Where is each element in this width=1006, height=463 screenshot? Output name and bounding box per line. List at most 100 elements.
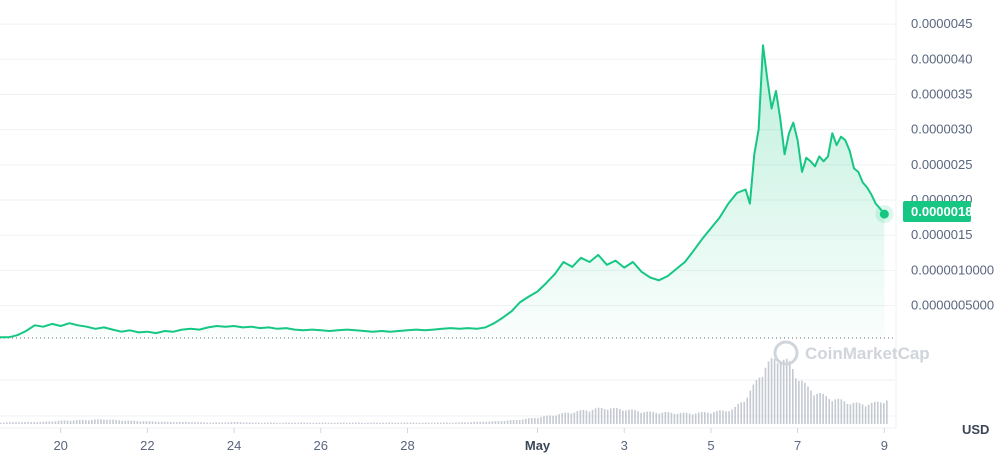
- volume-bar: [415, 422, 418, 424]
- volume-bar: [267, 422, 269, 424]
- volume-bar: [233, 421, 236, 424]
- volume-bar: [84, 420, 87, 424]
- volume-bar: [879, 402, 882, 424]
- volume-bar: [488, 421, 491, 424]
- coinmarketcap-watermark: CoinMarketCap: [773, 340, 930, 366]
- x-tick-label: 20: [53, 438, 67, 453]
- x-tick-label: 5: [707, 438, 714, 453]
- volume-bar: [21, 422, 23, 424]
- volume-bar: [227, 422, 230, 424]
- volume-bar: [834, 399, 837, 424]
- volume-bar: [776, 363, 779, 424]
- volume-bar: [145, 421, 148, 424]
- volume-bar: [133, 420, 136, 424]
- volume-bar: [667, 412, 670, 424]
- volume-bar: [327, 422, 330, 424]
- volume-bar: [12, 422, 14, 424]
- grid-lines: [0, 0, 897, 429]
- volume-bar: [561, 413, 563, 424]
- volume-bar: [634, 410, 636, 424]
- volume-bar: [597, 407, 600, 424]
- volume-bar: [852, 402, 855, 424]
- volume-bar: [646, 411, 648, 424]
- volume-bar: [825, 395, 827, 424]
- volume-bar: [861, 404, 864, 424]
- volume-bar: [849, 404, 852, 424]
- volume-bar: [603, 409, 606, 424]
- volume-bar: [570, 413, 573, 424]
- volume-bar: [306, 422, 309, 424]
- volume-bar: [588, 411, 591, 424]
- volume-bar: [676, 413, 679, 424]
- volume-bar: [737, 404, 739, 424]
- volume-bar: [846, 403, 849, 424]
- volume-bar: [585, 410, 588, 424]
- volume-bar: [33, 422, 35, 424]
- volume-bar: [649, 411, 651, 424]
- volume-bar: [236, 422, 239, 424]
- volume-bar: [6, 422, 8, 424]
- volume-bar: [78, 419, 81, 424]
- volume-bar: [97, 419, 99, 424]
- volume-bar: [367, 422, 369, 424]
- y-tick-label: 0.0000045: [911, 16, 972, 31]
- volume-bar: [200, 422, 202, 424]
- volume-bar: [527, 418, 530, 424]
- volume-bar: [45, 421, 48, 424]
- volume-bar: [36, 422, 39, 424]
- volume-bar: [655, 412, 658, 424]
- volume-bar: [169, 422, 172, 424]
- volume-bar: [215, 422, 218, 424]
- volume-bar: [373, 422, 375, 424]
- x-tick-label: 7: [794, 438, 801, 453]
- volume-bar: [761, 376, 764, 424]
- volume-bar: [339, 422, 342, 424]
- volume-bar: [361, 422, 363, 424]
- volume-bar: [263, 422, 266, 424]
- volume-bar: [364, 422, 366, 424]
- volume-bar: [54, 421, 57, 424]
- volume-bar: [160, 421, 163, 424]
- volume-bar: [822, 393, 824, 424]
- volume-bar: [612, 407, 615, 424]
- volume-bar: [130, 420, 133, 424]
- volume-bar: [479, 421, 482, 424]
- x-tick-label: 26: [314, 438, 328, 453]
- volume-bar: [103, 419, 105, 424]
- volume-bar: [546, 415, 548, 424]
- volume-bar: [785, 358, 788, 424]
- volume-bar: [282, 422, 284, 424]
- volume-bar: [136, 421, 139, 424]
- volume-bar: [524, 418, 527, 424]
- volume-bar: [883, 403, 885, 424]
- volume-bar: [512, 420, 515, 424]
- coinmarketcap-logo-icon: [773, 340, 799, 366]
- volume-bar: [682, 412, 685, 424]
- volume-bar: [518, 420, 521, 424]
- x-tick-label: 22: [140, 438, 154, 453]
- volume-bar: [409, 422, 412, 424]
- volume-bar: [795, 378, 797, 424]
- volume-bar: [172, 422, 175, 424]
- volume-bar: [449, 422, 451, 424]
- volume-bar: [115, 419, 117, 424]
- volume-bar: [697, 412, 700, 424]
- current-price-badge: 0.0000018: [903, 201, 972, 222]
- volume-bar: [242, 422, 245, 424]
- volume-bar: [476, 421, 479, 424]
- volume-bar: [652, 411, 655, 424]
- volume-bar: [382, 422, 384, 424]
- volume-bar: [394, 422, 397, 424]
- volume-bar: [594, 408, 597, 424]
- volume-bar: [30, 421, 32, 424]
- volume-bar: [288, 422, 290, 424]
- volume-bar: [470, 422, 472, 424]
- volume-bar: [303, 422, 306, 424]
- volume-bar: [342, 422, 345, 424]
- volume-bar: [876, 401, 879, 424]
- volume-bar: [430, 422, 433, 424]
- volume-bar: [224, 422, 227, 424]
- volume-bar: [752, 384, 755, 424]
- volume-bar: [15, 422, 17, 424]
- price-area-fill: [0, 45, 885, 338]
